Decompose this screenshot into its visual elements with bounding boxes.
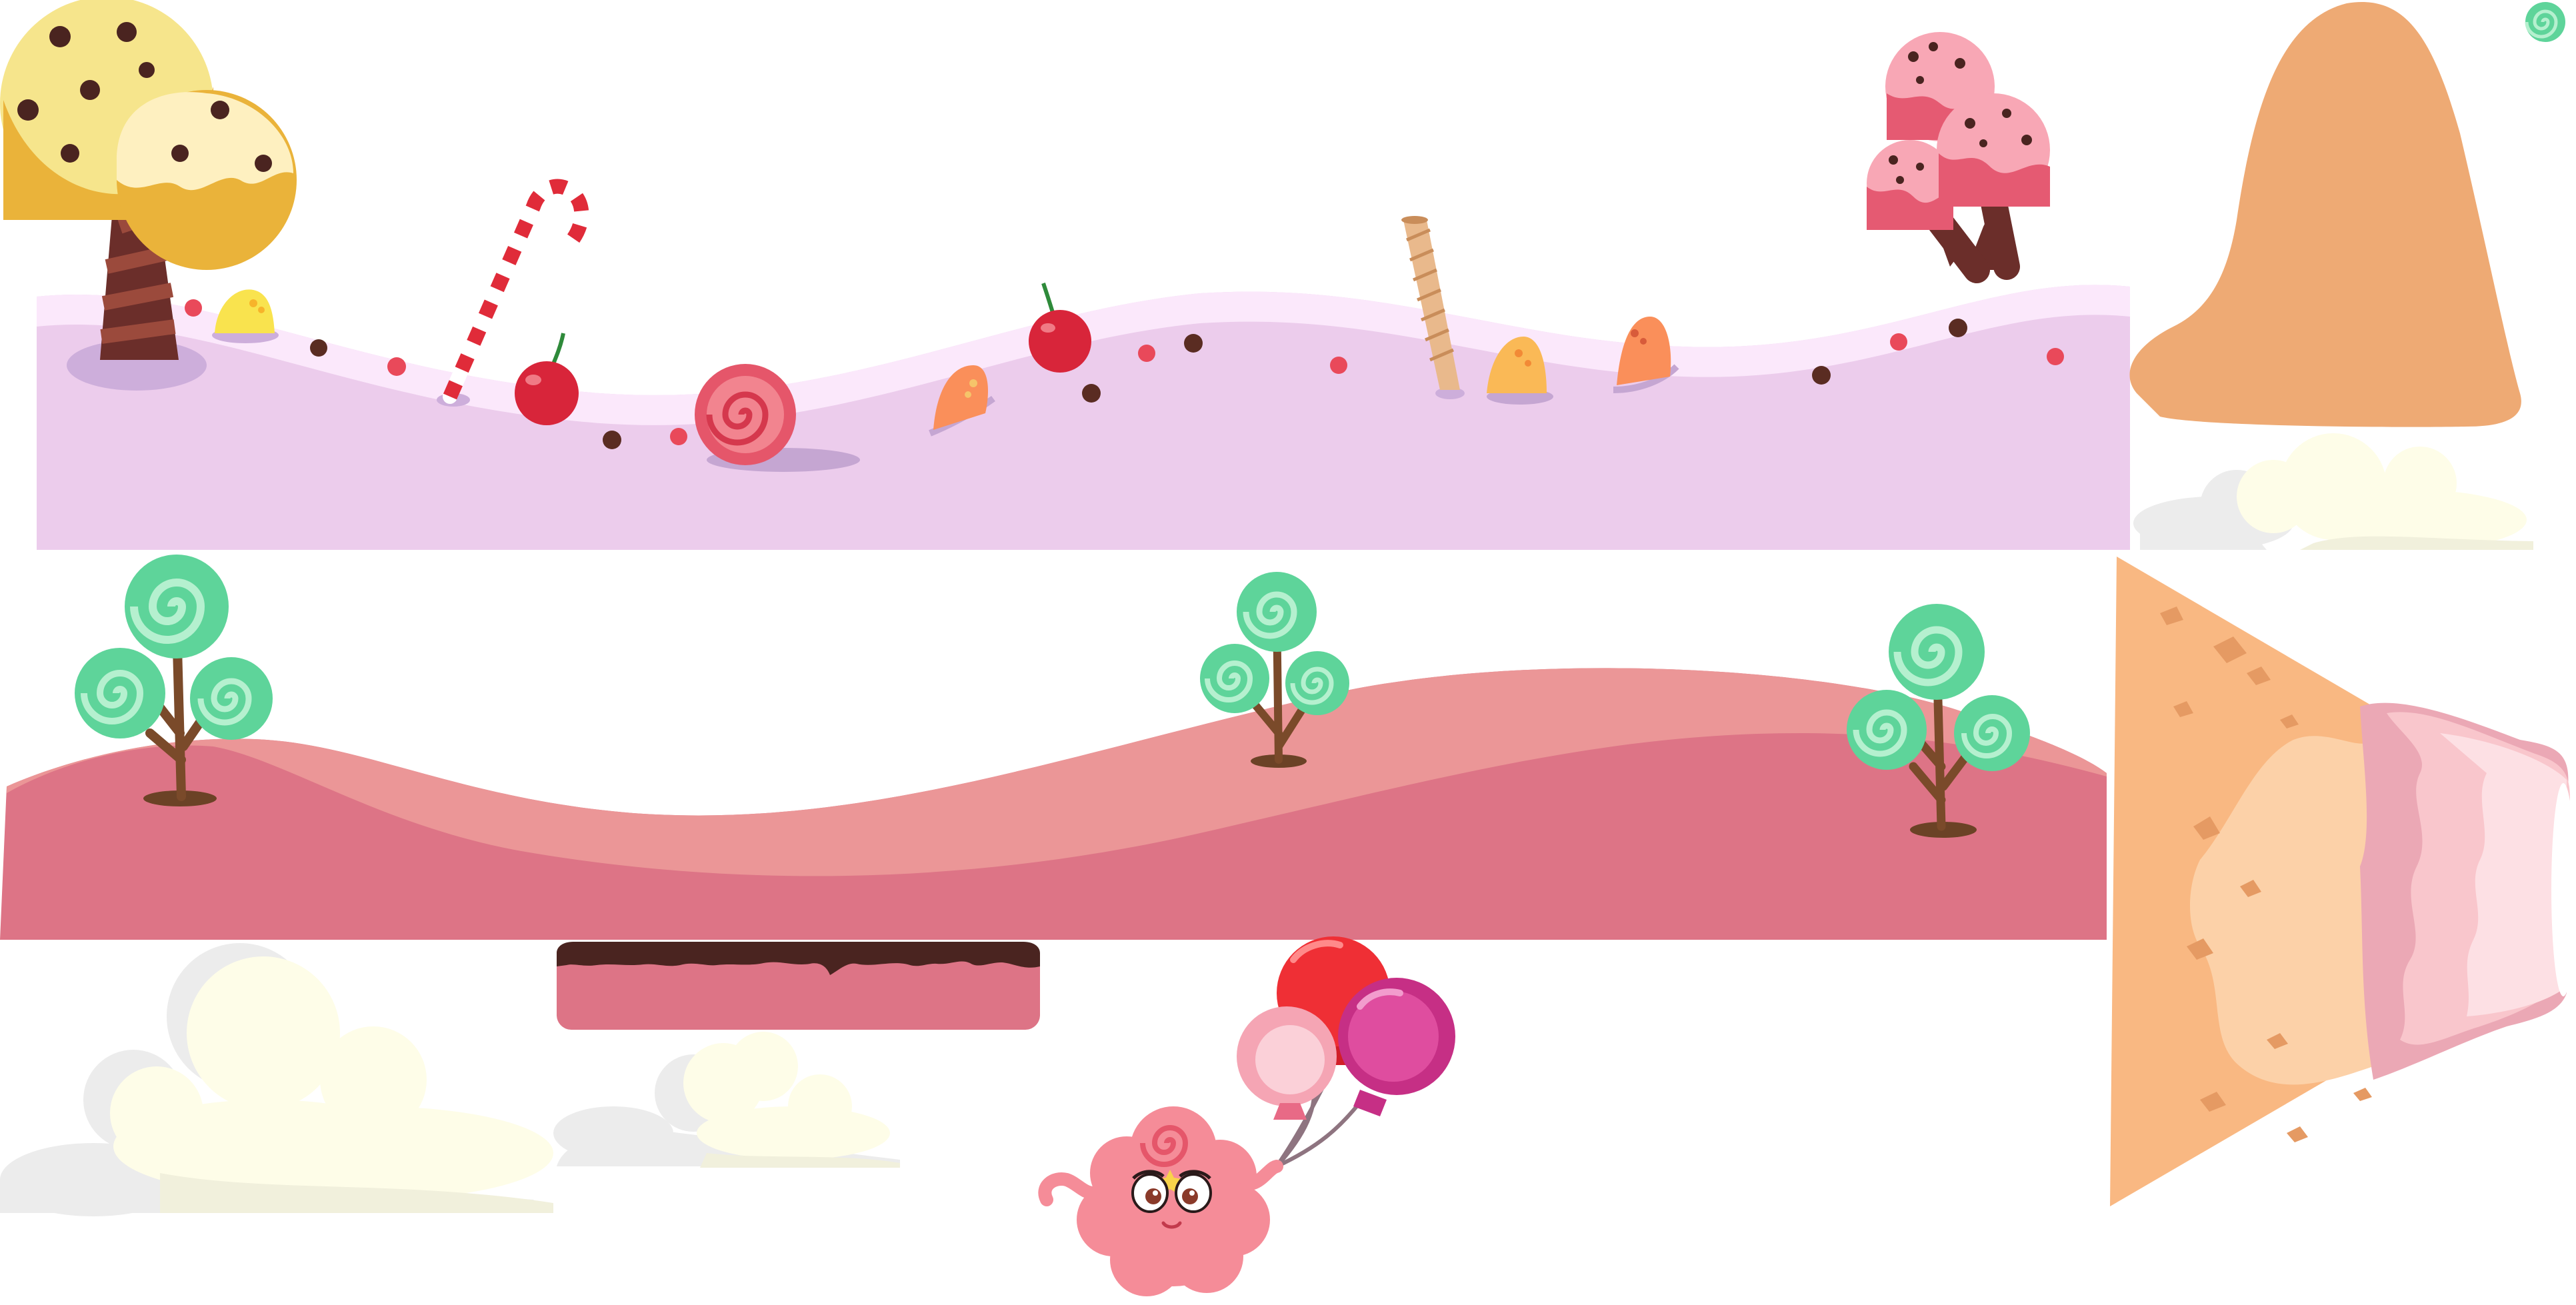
cherry [515, 333, 579, 425]
gumdrop [212, 289, 279, 343]
cloud [2133, 433, 2533, 550]
yellow-ice-cream-tree [0, 0, 297, 391]
candy-cane [437, 179, 589, 407]
gumdrop [1613, 317, 1679, 393]
cloud [0, 943, 553, 1216]
swirl-candy [695, 364, 860, 472]
wafer-stick [1401, 216, 1465, 399]
lollipop-tree [1200, 572, 1349, 768]
pink-hills-ground [0, 668, 2107, 940]
ice-cream-cone-slope [2110, 557, 2575, 1206]
chocolate-topped-platform [557, 942, 1040, 1030]
lollipop-tree [1847, 604, 2030, 838]
balloon-pink [1237, 1006, 1337, 1120]
caramel-mountain [2129, 2, 2521, 427]
lollipop-tree [75, 555, 273, 806]
gumdrop [1487, 337, 1553, 405]
gumdrop [929, 365, 995, 437]
balloon-magenta [1338, 978, 1455, 1116]
monster-eyes [1131, 1170, 1212, 1213]
mint-swirl-icon [2525, 2, 2565, 42]
cherry [1029, 283, 1091, 373]
strawberry-ice-cream-tree [1867, 32, 2050, 283]
sprinkle-dots [185, 299, 2064, 449]
cloud [553, 1032, 900, 1168]
pink-fluffy-monster-with-balloons [1038, 936, 1455, 1296]
